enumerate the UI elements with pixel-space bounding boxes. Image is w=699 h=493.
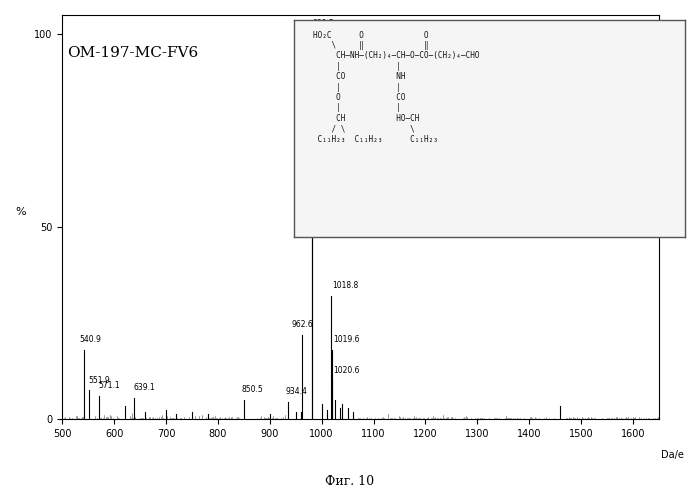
Text: 850.5: 850.5 (241, 386, 264, 394)
Text: 962.6: 962.6 (292, 320, 314, 329)
Text: 551.9: 551.9 (88, 376, 110, 385)
Text: 540.9: 540.9 (80, 335, 101, 344)
Text: 1018.8: 1018.8 (333, 282, 359, 290)
Text: 981.6: 981.6 (313, 127, 335, 136)
Text: Da/e: Da/e (661, 450, 684, 460)
Text: 571.1: 571.1 (98, 382, 120, 390)
Text: 639.1: 639.1 (134, 384, 155, 392)
Text: OM-197-MC-FV6: OM-197-MC-FV6 (68, 46, 199, 60)
Text: HO₂C      O             O
    \     ‖             ‖
     CH—NH—(CH₂)₄—CH—O—CO—(C: HO₂C O O \ ‖ ‖ CH—NH—(CH₂)₄—CH—O—CO—(C (313, 31, 480, 143)
Text: 1019.6: 1019.6 (333, 335, 359, 344)
Y-axis label: %: % (15, 207, 26, 217)
Text: 980.5: 980.5 (312, 20, 334, 29)
Text: 1020.6: 1020.6 (333, 366, 360, 375)
Text: 934.4: 934.4 (285, 387, 307, 396)
Text: Фиг. 10: Фиг. 10 (325, 475, 374, 488)
